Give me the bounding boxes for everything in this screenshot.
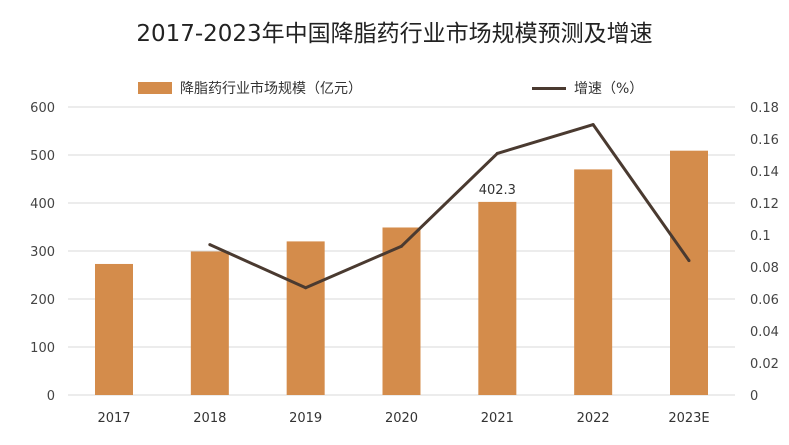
legend-item-growth: 增速（%） (532, 78, 643, 98)
right-tick-label: 0.02 (750, 357, 779, 372)
bar-2020 (382, 227, 421, 395)
bar-2018 (190, 251, 229, 395)
right-tick-label: 0.08 (750, 261, 779, 276)
right-tick-label: 0.18 (750, 101, 779, 116)
growth-point-2023E (687, 259, 691, 263)
left-tick-label: 300 (30, 245, 55, 260)
legend-swatch-line (532, 86, 566, 90)
bar-2023E (670, 150, 708, 395)
left-tick-label: 100 (30, 341, 55, 356)
growth-point-2021 (495, 151, 499, 155)
growth-point-2022 (591, 123, 595, 127)
left-tick-label: 500 (30, 149, 55, 164)
growth-point-2018 (208, 243, 212, 247)
bar-2017 (95, 263, 133, 395)
legend-swatch-bar (138, 82, 172, 94)
right-tick-label: 0.14 (750, 165, 779, 180)
legend-item-market-size: 降脂药行业市场规模（亿元） (138, 78, 362, 98)
bar-2022 (574, 169, 613, 395)
chart-title: 2017-2023年中国降脂药行业市场规模预测及增速 (136, 21, 653, 47)
left-tick-label: 0 (47, 389, 55, 404)
right-tick-label: 0.06 (750, 293, 779, 308)
right-tick-label: 0.16 (750, 133, 779, 148)
growth-line (209, 123, 691, 290)
legend-label: 降脂药行业市场规模（亿元） (180, 81, 362, 97)
growth-point-2019 (304, 286, 308, 290)
bar-2021 (478, 201, 517, 395)
x-tick-label: 2019 (289, 411, 322, 426)
left-tick-label: 400 (30, 197, 55, 212)
left-tick-label: 600 (30, 101, 55, 116)
x-tick-label: 2023E (668, 411, 709, 426)
data-label: 402.3 (479, 183, 516, 198)
bar-2019 (286, 241, 325, 395)
x-tick-label: 2020 (385, 411, 418, 426)
right-tick-label: 0.1 (750, 229, 771, 244)
legend-label: 增速（%） (574, 81, 644, 97)
x-tick-label: 2017 (97, 411, 130, 426)
right-tick-label: 0.12 (750, 197, 779, 212)
left-tick-label: 200 (30, 293, 55, 308)
right-tick-label: 0.04 (750, 325, 779, 340)
x-tick-label: 2021 (481, 411, 514, 426)
growth-point-2020 (400, 244, 403, 248)
right-tick-label: 0 (750, 389, 758, 404)
x-tick-label: 2018 (193, 411, 226, 426)
x-tick-label: 2022 (577, 411, 610, 426)
